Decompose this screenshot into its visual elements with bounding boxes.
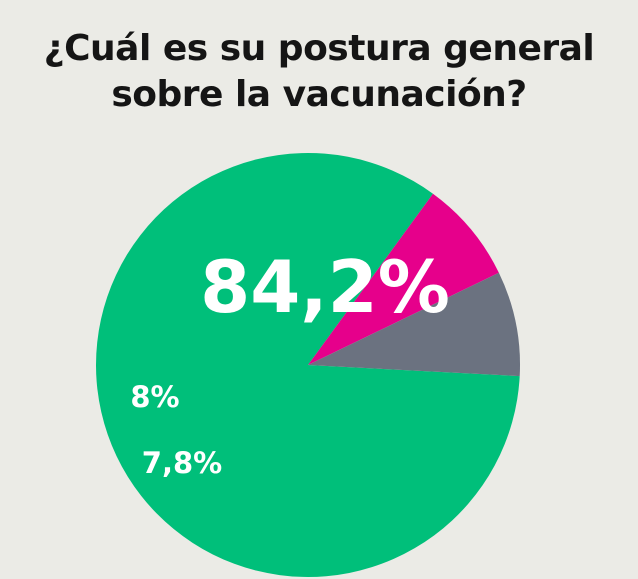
slice-gray: [308, 272, 521, 377]
chart-title: ¿Cuál es su postura general sobre la vac…: [0, 26, 638, 118]
chart-title-line-1: ¿Cuál es su postura general: [43, 28, 595, 69]
slice-magenta: [308, 193, 499, 365]
pie-slices: [96, 153, 521, 578]
slice-label-7-8: 7,8%: [142, 446, 222, 480]
pie-labels: 84,2% 7,8% 8%: [130, 245, 450, 480]
slice-label-84-2: 84,2%: [200, 245, 450, 329]
chart-title-line-2: sobre la vacunación?: [111, 74, 527, 115]
slice-favorable: [96, 153, 520, 578]
slice-label-8: 8%: [130, 380, 179, 414]
